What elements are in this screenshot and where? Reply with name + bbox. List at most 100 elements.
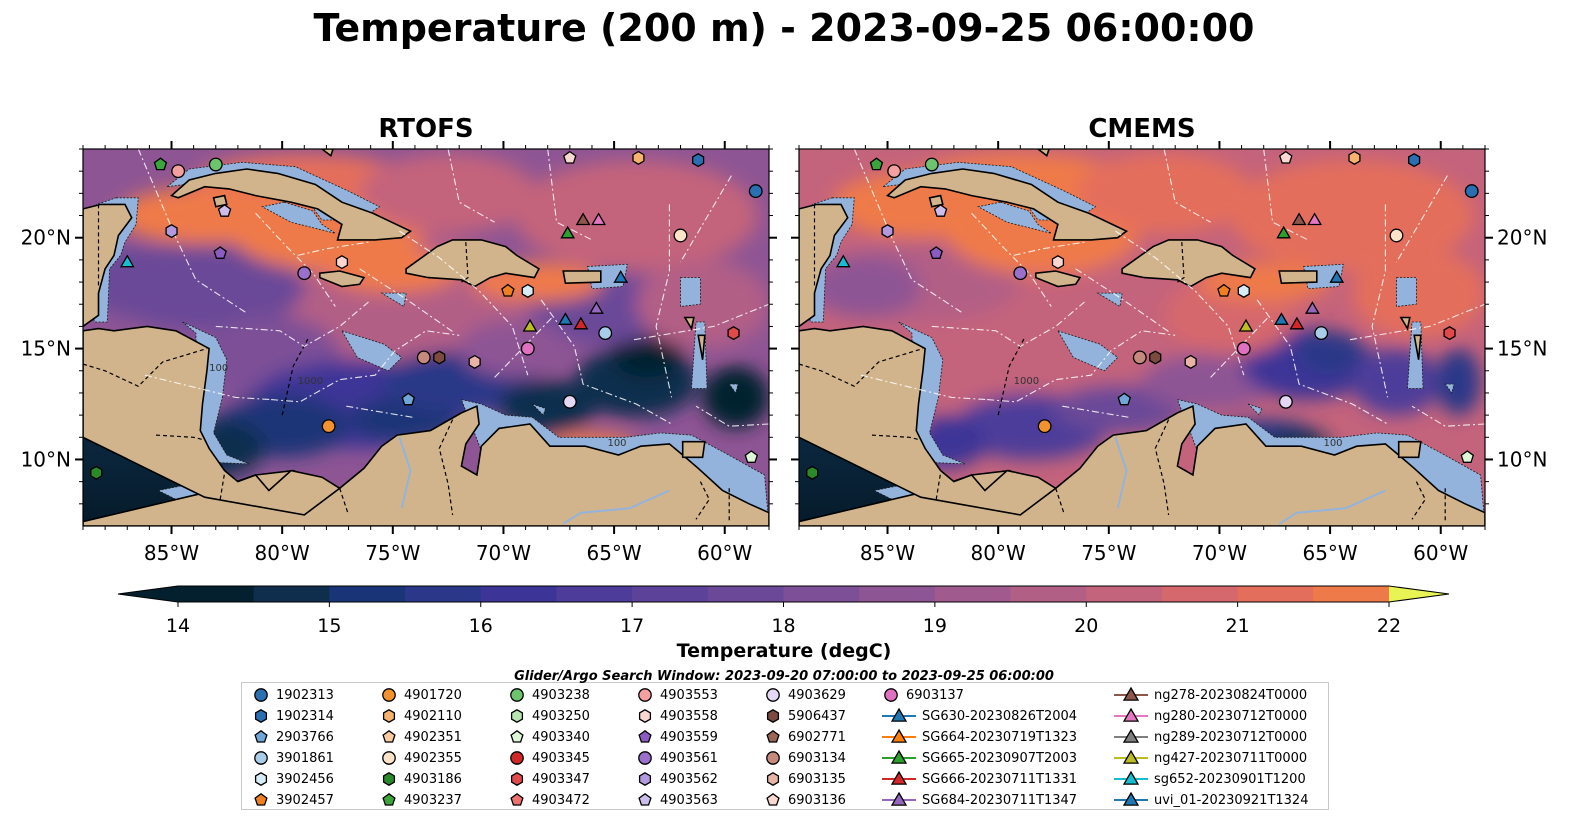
legend-entry: ng280-20230712T0000 xyxy=(1114,706,1307,726)
marker-4903629 xyxy=(562,394,577,409)
rtofs-land xyxy=(683,316,695,331)
legend-entry: ng289-20230712T0000 xyxy=(1114,727,1307,747)
colorbar-bin xyxy=(253,586,330,602)
legend-marker xyxy=(766,751,780,765)
colorbar-bin xyxy=(556,586,633,602)
legend-entry: 4903553 xyxy=(636,685,718,705)
legend-entry: 4903250 xyxy=(508,706,590,726)
legend-entry: 4902110 xyxy=(380,706,462,726)
legend-marker xyxy=(1122,686,1140,701)
rtofs-contour-label: 1000 xyxy=(298,376,323,387)
legend-marker xyxy=(382,772,396,786)
legend-label: 6902771 xyxy=(788,729,846,745)
rtofs-eez-line xyxy=(346,405,413,418)
legend-marker xyxy=(510,688,524,702)
cmems-contour-label: 1000 xyxy=(1014,376,1039,387)
rtofs-land xyxy=(83,203,133,328)
legend-marker xyxy=(890,770,908,785)
legend-label: 6903136 xyxy=(788,792,846,808)
colorbar-over-triangle xyxy=(1389,586,1449,602)
rtofs-x-tick-label: 80°W xyxy=(255,541,310,565)
legend-entry: 4903472 xyxy=(508,790,590,810)
legend-marker xyxy=(766,709,780,723)
cmems-shelf-area xyxy=(977,201,1052,234)
legend-entry: 4901720 xyxy=(380,685,462,705)
cmems-border xyxy=(1177,242,1185,283)
marker-4903186 xyxy=(806,465,819,480)
rtofs-shelf-area xyxy=(341,330,403,372)
colorbar-tick-label: 22 xyxy=(1377,615,1401,637)
legend-entry: SG665-20230907T2003 xyxy=(882,748,1077,768)
colorbar-tick-label: 20 xyxy=(1074,615,1098,637)
rtofs-x-tick-label: 85°W xyxy=(144,541,199,565)
rtofs-eez-line xyxy=(680,175,732,263)
marker-uvi_01-20230921T1324 xyxy=(557,312,573,325)
rtofs-border xyxy=(155,434,203,441)
cmems-river xyxy=(1114,436,1128,509)
legend-entry: ng278-20230824T0000 xyxy=(1114,685,1307,705)
legend-label: SG665-20230907T2003 xyxy=(922,750,1078,766)
rtofs-eez-line xyxy=(137,149,248,314)
legend-label: 5906437 xyxy=(788,708,846,724)
legend-label: sg652-20230901T1200 xyxy=(1154,771,1306,787)
legend-entry: 4903559 xyxy=(636,727,718,747)
legend-marker-icon xyxy=(882,749,916,764)
legend-label: 6903135 xyxy=(788,771,846,787)
legend-entry: SG666-20230711T1331 xyxy=(882,769,1077,789)
marker-SG630-20230826T2004 xyxy=(1329,269,1345,283)
legend-label: ng278-20230824T0000 xyxy=(1154,687,1308,703)
legend-marker-icon xyxy=(254,729,268,743)
rtofs-field-cell xyxy=(514,160,758,271)
cmems-land xyxy=(1399,316,1411,331)
legend-marker-icon xyxy=(638,729,652,743)
legend-marker xyxy=(510,772,524,786)
rtofs-contour-label: 100 xyxy=(209,363,228,374)
legend-label: 4902355 xyxy=(404,750,462,766)
legend-marker xyxy=(382,792,396,806)
colorbar-under-triangle xyxy=(118,586,178,602)
legend-marker-icon xyxy=(510,792,524,806)
cmems-land xyxy=(799,325,1058,516)
rtofs-eez-line xyxy=(540,299,672,425)
cmems-field-cell xyxy=(1352,348,1441,416)
cmems-eez-line xyxy=(971,212,1052,307)
cmems-x-tick-label: 60°W xyxy=(1413,541,1468,565)
marker-6903137 xyxy=(1236,341,1251,356)
rtofs-shelf-area xyxy=(261,201,336,234)
rtofs-eez-line xyxy=(547,149,593,241)
rtofs-border xyxy=(695,481,710,520)
map-panels: 1000 100 100 85°W 80°W 75°W 70°W 65°W 60°W 10°N 15… xyxy=(21,141,1547,565)
legend-entry: 4903561 xyxy=(636,748,718,768)
rtofs-eez-line xyxy=(144,374,272,401)
legend-marker xyxy=(766,792,780,806)
cmems-field-cell xyxy=(1230,160,1474,271)
legend-entry: 4903238 xyxy=(508,685,590,705)
rtofs-border xyxy=(339,488,350,516)
legend-marker-icon xyxy=(766,772,780,786)
legend-entry: 4903563 xyxy=(636,790,718,810)
colorbar-bin xyxy=(1010,586,1087,602)
marker-4902110 xyxy=(1348,150,1361,165)
legend-marker-icon xyxy=(882,728,916,743)
legend-marker xyxy=(890,791,908,806)
colorbar-bin xyxy=(707,586,785,602)
legend-entry: SG630-20230826T2004 xyxy=(882,706,1077,726)
legend-label: 4903237 xyxy=(404,792,462,808)
legend-entry: uvi_01-20230921T1324 xyxy=(1114,790,1308,810)
legend-marker-icon xyxy=(382,792,396,806)
legend-marker xyxy=(1122,707,1140,722)
legend-marker xyxy=(890,749,908,764)
rtofs-land xyxy=(83,325,342,516)
legend-label: 2903766 xyxy=(276,729,334,745)
legend-marker-icon xyxy=(1114,686,1148,701)
marker-6903135 xyxy=(1184,354,1197,369)
marker-1902313 xyxy=(1464,184,1479,199)
legend-marker-icon xyxy=(882,791,916,806)
cmems-x-tick-label: 75°W xyxy=(1081,541,1136,565)
rtofs-shelf-area xyxy=(531,403,547,416)
legend-marker-icon xyxy=(638,751,652,765)
marker-6903136 xyxy=(563,150,577,164)
marker-4903186 xyxy=(90,465,103,480)
rtofs-land xyxy=(320,149,334,158)
colorbar-bin xyxy=(1313,586,1390,602)
